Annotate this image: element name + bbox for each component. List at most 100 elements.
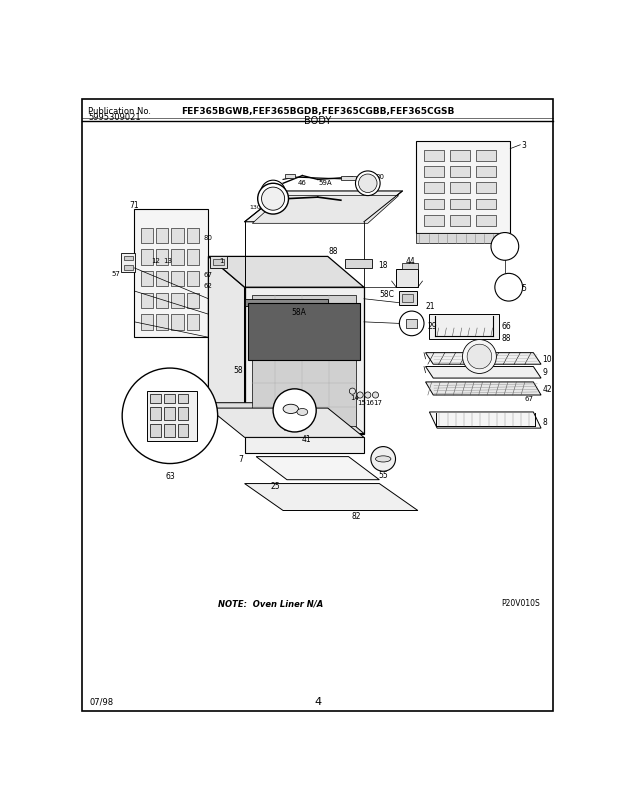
Circle shape (373, 393, 379, 398)
Bar (164, 424, 175, 438)
Text: 17: 17 (373, 399, 383, 406)
Bar (187, 293, 199, 308)
Polygon shape (425, 353, 541, 365)
Text: 45: 45 (271, 182, 280, 189)
Text: 62: 62 (165, 456, 175, 466)
Text: 15: 15 (357, 399, 366, 406)
Polygon shape (252, 197, 399, 224)
Ellipse shape (340, 197, 357, 205)
Polygon shape (245, 300, 328, 307)
Bar (424, 199, 444, 210)
Bar (141, 293, 153, 308)
Text: 41: 41 (301, 435, 311, 444)
Bar (156, 271, 169, 287)
Text: 46: 46 (298, 180, 307, 185)
Text: 18: 18 (378, 260, 388, 269)
Text: 80: 80 (204, 234, 213, 241)
Text: 30: 30 (360, 182, 368, 189)
Bar (345, 259, 371, 269)
Text: 55: 55 (378, 471, 388, 479)
Bar (424, 215, 444, 226)
Circle shape (122, 369, 218, 464)
Text: 9: 9 (542, 368, 547, 377)
Text: 44: 44 (405, 256, 415, 266)
Bar (172, 271, 184, 287)
Bar (156, 293, 169, 308)
Ellipse shape (294, 194, 311, 202)
Bar (399, 291, 417, 305)
Text: 130A: 130A (250, 205, 266, 210)
Polygon shape (430, 315, 498, 340)
Bar (150, 407, 161, 421)
Bar (424, 167, 444, 178)
Text: 62: 62 (204, 283, 213, 288)
Text: 72: 72 (282, 423, 292, 432)
Bar (450, 199, 470, 210)
Bar (210, 256, 227, 269)
Bar (150, 424, 161, 438)
Polygon shape (245, 484, 418, 511)
Bar (396, 269, 418, 287)
Bar (147, 392, 197, 442)
Text: 3: 3 (522, 141, 526, 150)
Bar (122, 253, 135, 272)
Circle shape (258, 184, 288, 214)
Circle shape (261, 181, 285, 206)
Circle shape (365, 393, 371, 398)
Bar (177, 407, 188, 421)
Polygon shape (430, 413, 541, 429)
Text: 13: 13 (163, 258, 172, 264)
Polygon shape (245, 287, 364, 434)
Text: 5995309021: 5995309021 (88, 113, 141, 122)
Bar (476, 167, 497, 178)
Polygon shape (208, 257, 364, 287)
Bar (156, 251, 169, 266)
Text: 5: 5 (522, 283, 526, 292)
Text: 67: 67 (204, 271, 213, 278)
Circle shape (371, 447, 396, 471)
Circle shape (399, 312, 424, 336)
Bar (187, 229, 199, 244)
Bar (187, 315, 199, 330)
Polygon shape (425, 367, 541, 378)
Text: 21: 21 (425, 302, 435, 311)
Text: FEF365BGWB,FEF365BGDB,FEF365CGBB,FEF365CGSB: FEF365BGWB,FEF365BGDB,FEF365CGBB,FEF365C… (181, 107, 454, 116)
Text: Publication No.: Publication No. (88, 107, 151, 116)
Bar (187, 271, 199, 287)
Text: NOTE:  Oven Liner N/A: NOTE: Oven Liner N/A (218, 599, 323, 608)
Bar (450, 183, 470, 194)
Bar (476, 215, 497, 226)
Text: 07/98: 07/98 (90, 696, 114, 705)
Circle shape (349, 389, 355, 395)
Ellipse shape (283, 405, 298, 414)
Circle shape (463, 340, 497, 374)
Bar (213, 259, 224, 266)
Bar (150, 395, 161, 404)
Text: 30: 30 (376, 173, 384, 179)
Bar (124, 256, 133, 261)
Text: 130A: 130A (265, 191, 281, 196)
Bar (450, 167, 470, 178)
Bar (476, 151, 497, 161)
Text: 12: 12 (152, 258, 161, 264)
Polygon shape (425, 382, 541, 396)
Circle shape (495, 274, 523, 302)
Bar (424, 151, 444, 161)
Bar (285, 175, 294, 178)
Circle shape (355, 172, 380, 197)
Ellipse shape (336, 206, 353, 214)
Text: 8: 8 (542, 418, 547, 427)
Bar (406, 320, 417, 328)
Ellipse shape (297, 409, 308, 416)
Text: 63: 63 (165, 472, 175, 481)
Text: 25: 25 (270, 481, 280, 490)
Circle shape (273, 389, 316, 433)
Bar (172, 229, 184, 244)
Polygon shape (245, 438, 364, 453)
Ellipse shape (290, 203, 307, 211)
Text: P20V010S: P20V010S (501, 599, 540, 608)
Text: 10: 10 (542, 355, 552, 364)
Text: 59A: 59A (319, 180, 332, 185)
Bar (450, 215, 470, 226)
Text: 82: 82 (352, 512, 361, 521)
